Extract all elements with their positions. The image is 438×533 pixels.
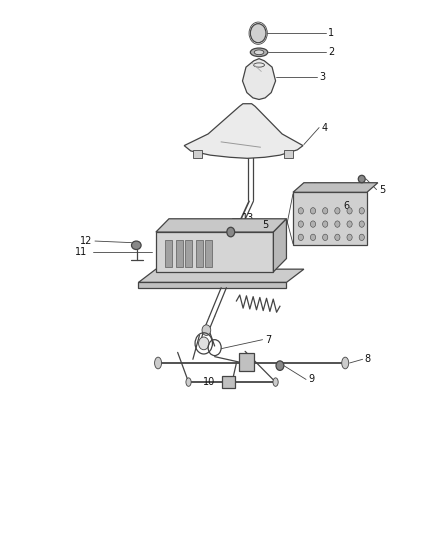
Ellipse shape	[155, 357, 162, 369]
Ellipse shape	[347, 221, 352, 227]
Circle shape	[198, 337, 209, 350]
Bar	[193, 150, 201, 158]
Polygon shape	[138, 269, 304, 282]
Text: 7: 7	[265, 335, 271, 345]
Text: 5: 5	[262, 220, 269, 230]
Text: 8: 8	[365, 354, 371, 364]
Ellipse shape	[276, 361, 284, 370]
Bar	[185, 240, 192, 266]
Bar	[166, 240, 173, 266]
Text: 10: 10	[203, 377, 215, 387]
Ellipse shape	[273, 378, 278, 386]
Ellipse shape	[311, 234, 316, 240]
Text: 4: 4	[321, 123, 327, 133]
Polygon shape	[293, 192, 367, 245]
Polygon shape	[293, 183, 378, 192]
Ellipse shape	[322, 234, 328, 240]
Text: 5: 5	[379, 184, 385, 195]
Text: 2: 2	[328, 47, 334, 57]
Ellipse shape	[311, 221, 316, 227]
Ellipse shape	[347, 234, 352, 240]
Ellipse shape	[335, 234, 340, 240]
Polygon shape	[156, 232, 273, 272]
Text: 13: 13	[242, 213, 254, 223]
Ellipse shape	[298, 234, 304, 240]
Ellipse shape	[342, 357, 349, 369]
Ellipse shape	[359, 221, 364, 227]
Text: 11: 11	[75, 247, 88, 257]
Ellipse shape	[311, 208, 316, 214]
Ellipse shape	[322, 221, 328, 227]
Ellipse shape	[131, 241, 141, 249]
Ellipse shape	[227, 227, 235, 237]
Bar	[284, 150, 293, 158]
Bar	[223, 376, 235, 389]
Ellipse shape	[298, 221, 304, 227]
Ellipse shape	[359, 208, 364, 214]
Bar	[205, 240, 212, 266]
Text: 3: 3	[319, 71, 325, 82]
Polygon shape	[156, 219, 286, 232]
Ellipse shape	[358, 175, 365, 183]
Circle shape	[251, 23, 266, 43]
Circle shape	[202, 325, 211, 335]
Bar	[196, 240, 203, 266]
Ellipse shape	[335, 208, 340, 214]
Ellipse shape	[251, 48, 268, 56]
Text: 6: 6	[343, 200, 349, 211]
Polygon shape	[243, 59, 276, 100]
Text: 9: 9	[308, 375, 314, 384]
Polygon shape	[138, 282, 286, 288]
Ellipse shape	[298, 208, 304, 214]
Polygon shape	[184, 104, 303, 158]
Ellipse shape	[347, 208, 352, 214]
Text: 1: 1	[328, 28, 334, 38]
Text: 12: 12	[81, 236, 93, 246]
Ellipse shape	[335, 221, 340, 227]
Ellipse shape	[322, 208, 328, 214]
Ellipse shape	[186, 378, 191, 386]
Bar	[239, 353, 254, 372]
Ellipse shape	[359, 234, 364, 240]
Polygon shape	[273, 219, 286, 272]
Ellipse shape	[254, 50, 264, 55]
Bar	[177, 240, 184, 266]
